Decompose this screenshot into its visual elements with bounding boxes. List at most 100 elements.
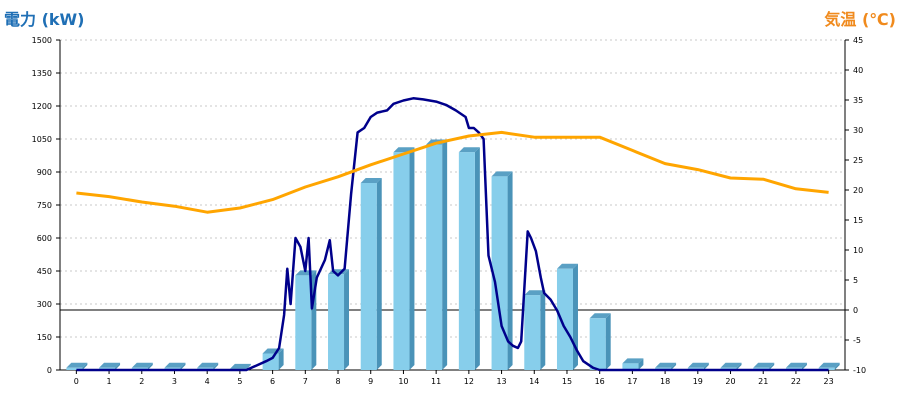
bar-top-13: [491, 171, 513, 177]
bar-side-6: [278, 348, 284, 370]
bar-7: [295, 275, 312, 370]
power-line: [76, 97, 829, 372]
right-tick-label-1: -5: [853, 336, 861, 345]
bar-top-17: [622, 358, 644, 364]
x-tick-label-16: 16: [595, 377, 605, 386]
x-tick-label-8: 8: [335, 377, 340, 386]
x-tick-label-14: 14: [529, 377, 539, 386]
bar-side-9: [376, 178, 382, 370]
right-tick-label-7: 25: [853, 156, 863, 165]
x-tick-label-6: 6: [270, 377, 275, 386]
x-tick-label-22: 22: [791, 377, 801, 386]
right-tick-label-8: 30: [853, 126, 863, 135]
x-tick-label-19: 19: [693, 377, 703, 386]
bar-top-2: [131, 362, 153, 368]
right-tick-label-10: 40: [853, 66, 863, 75]
bar-side-8: [344, 269, 350, 370]
left-tick-label-1: 150: [37, 333, 52, 342]
right-tick-label-3: 5: [853, 276, 858, 285]
bar-side-19: [703, 362, 709, 370]
x-tick-label-17: 17: [627, 377, 637, 386]
left-tick-label-2: 300: [37, 300, 52, 309]
x-tick-label-12: 12: [464, 377, 474, 386]
left-tick-label-7: 1050: [32, 135, 52, 144]
bar-top-16: [589, 313, 611, 319]
right-axis-title: 気温 (℃): [824, 10, 896, 29]
bar-top-23: [818, 362, 840, 368]
x-tick-label-21: 21: [758, 377, 768, 386]
bar-14: [524, 295, 541, 370]
bar-top-20: [720, 362, 742, 368]
bar-side-21: [769, 362, 775, 370]
bar-15: [556, 268, 573, 370]
bar-top-15: [556, 263, 578, 269]
left-tick-label-9: 1350: [32, 69, 52, 78]
x-tick-label-7: 7: [303, 377, 308, 386]
left-tick-label-5: 750: [37, 201, 52, 210]
bar-12: [458, 152, 475, 370]
bar-side-2: [147, 362, 153, 370]
temperature-line: [76, 130, 829, 214]
left-tick-label-4: 600: [37, 234, 52, 243]
x-tick-label-13: 13: [496, 377, 506, 386]
x-tick-label-23: 23: [824, 377, 834, 386]
left-tick-label-3: 450: [37, 267, 52, 276]
right-tick-label-5: 15: [853, 216, 863, 225]
bar-side-4: [213, 362, 219, 370]
bar-top-1: [99, 362, 121, 368]
bar-top-21: [753, 362, 775, 368]
left-axis-title: 電力 (kW): [4, 10, 85, 29]
bar-side-12: [474, 147, 480, 370]
right-tick-label-4: 10: [853, 246, 863, 255]
bar-top-3: [164, 362, 186, 368]
bar-top-9: [360, 178, 382, 183]
bar-side-23: [834, 362, 840, 370]
left-tick-label-10: 1500: [32, 36, 52, 45]
bar-top-0: [66, 362, 88, 368]
right-tick-label-2: 0: [853, 306, 858, 315]
left-tick-label-6: 900: [37, 168, 52, 177]
x-tick-label-4: 4: [205, 377, 210, 386]
right-tick-label-9: 35: [853, 96, 863, 105]
bar-11: [426, 144, 443, 370]
bar-top-4: [197, 362, 219, 368]
bar-side-1: [115, 362, 121, 370]
bar-side-13: [507, 171, 513, 370]
x-tick-label-15: 15: [562, 377, 572, 386]
right-tick-label-6: 20: [853, 186, 863, 195]
bar-side-15: [572, 263, 578, 370]
x-tick-label-5: 5: [237, 377, 242, 386]
x-tick-label-10: 10: [398, 377, 408, 386]
x-tick-label-1: 1: [107, 377, 112, 386]
bar-side-0: [82, 362, 88, 370]
right-tick-label-0: -10: [853, 366, 866, 375]
bar-side-10: [409, 147, 415, 370]
bar-0: [66, 367, 83, 370]
bar-13: [491, 176, 508, 370]
bar-17: [622, 363, 639, 370]
left-tick-label-8: 1200: [32, 102, 52, 111]
x-tick-label-20: 20: [725, 377, 735, 386]
x-tick-label-9: 9: [368, 377, 373, 386]
bar-side-18: [671, 362, 677, 370]
bar-side-20: [736, 362, 742, 370]
x-tick-label-3: 3: [172, 377, 177, 386]
bar-top-18: [655, 362, 677, 368]
bar-top-22: [785, 362, 807, 368]
bar-10: [393, 152, 410, 370]
x-tick-label-18: 18: [660, 377, 670, 386]
bar-side-14: [540, 290, 546, 370]
x-tick-label-0: 0: [74, 377, 79, 386]
bar-top-14: [524, 290, 546, 296]
bar-top-19: [687, 362, 709, 368]
x-tick-label-11: 11: [431, 377, 441, 386]
bar-side-16: [605, 313, 611, 370]
right-tick-label-11: 45: [853, 36, 863, 45]
bar-6: [262, 353, 279, 370]
left-tick-label-0: 0: [47, 366, 52, 375]
bar-8: [328, 274, 345, 370]
bar-side-3: [180, 362, 186, 370]
bar-16: [589, 318, 606, 370]
